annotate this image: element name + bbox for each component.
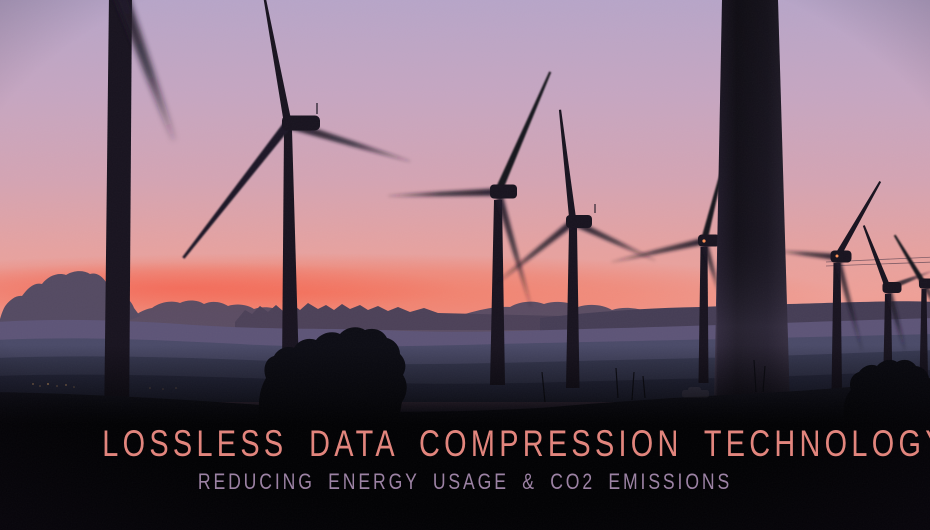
subtitle: REDUCING ENERGY USAGE & CO2 EMISSIONS <box>197 469 733 494</box>
main-title: LOSSLESS DATA COMPRESSION TECHNOLOGY <box>102 423 930 464</box>
